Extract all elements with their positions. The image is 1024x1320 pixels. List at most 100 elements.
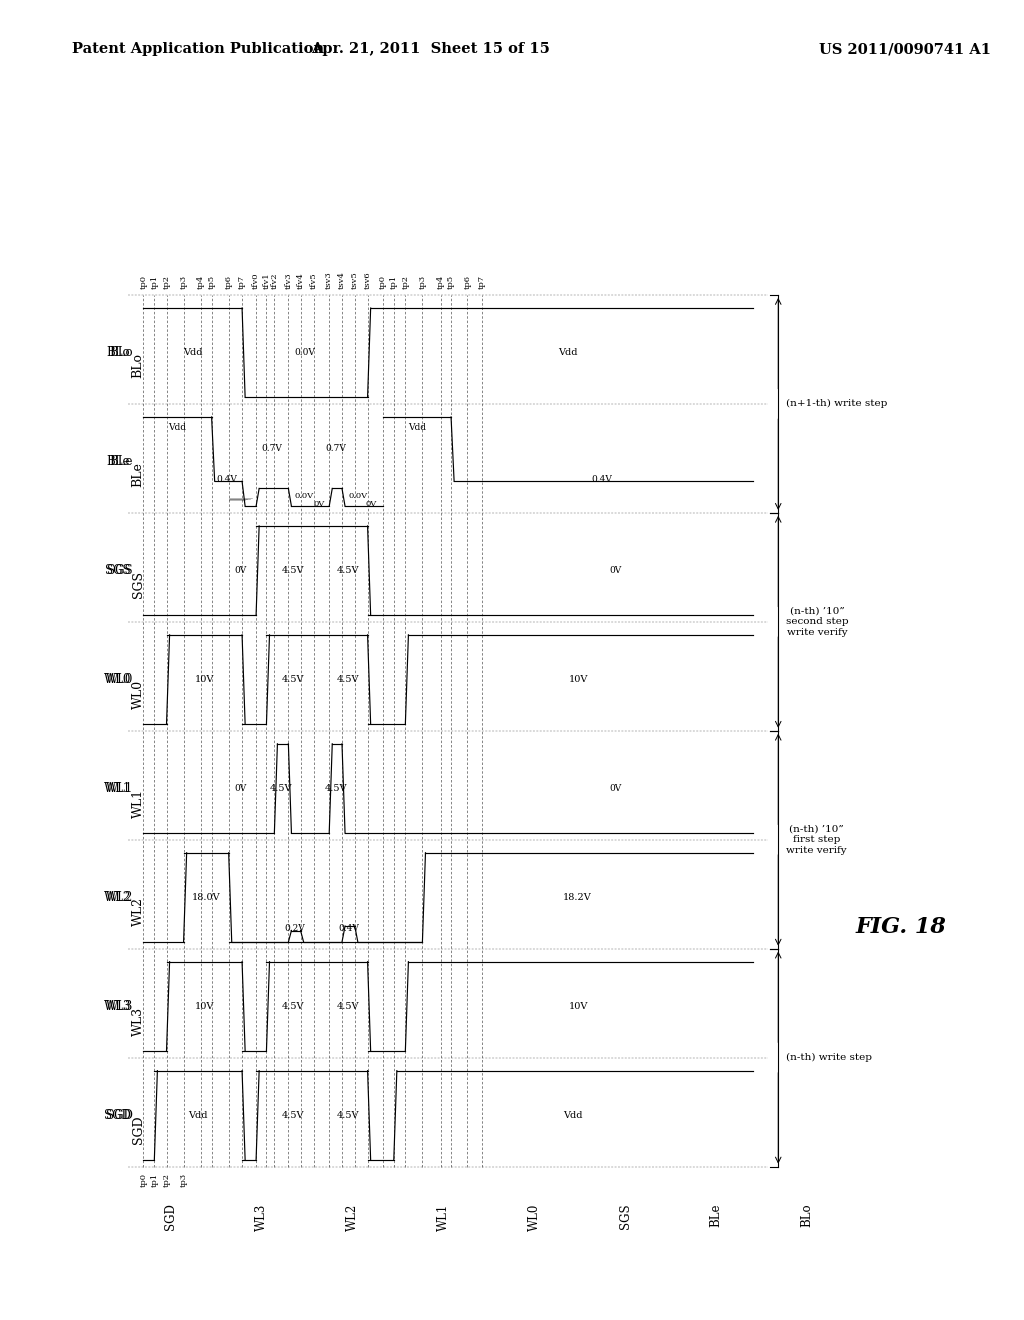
Text: 0.2V: 0.2V [284, 924, 305, 933]
Text: BLe: BLe [710, 1204, 723, 1226]
Text: BLo: BLo [105, 346, 130, 359]
Text: 0V: 0V [365, 500, 376, 508]
Text: BLe: BLe [106, 455, 129, 469]
Text: WL2: WL2 [132, 898, 144, 927]
Text: SGD: SGD [164, 1204, 177, 1230]
Text: 4.5V: 4.5V [337, 675, 359, 684]
Text: 10V: 10V [195, 1002, 214, 1011]
Text: 0.7V: 0.7V [262, 444, 283, 453]
Text: Patent Application Publication: Patent Application Publication [72, 42, 324, 57]
Text: Vdd: Vdd [183, 348, 203, 358]
Text: tsv3: tsv3 [326, 271, 333, 289]
Text: tp5: tp5 [447, 275, 455, 289]
Text: US 2011/0090741 A1: US 2011/0090741 A1 [819, 42, 991, 57]
Text: tfv1: tfv1 [262, 272, 270, 289]
Text: WL1: WL1 [104, 781, 131, 795]
Text: tp6: tp6 [224, 275, 232, 289]
Text: Vdd: Vdd [408, 424, 426, 432]
Text: BLo: BLo [132, 352, 144, 378]
Text: SGD: SGD [104, 1109, 131, 1122]
Text: tp0: tp0 [139, 1172, 147, 1187]
Text: SGS: SGS [104, 564, 131, 577]
Text: Vdd: Vdd [169, 424, 186, 432]
Text: WL0: WL0 [132, 680, 144, 709]
Text: (n-th) write step: (n-th) write step [786, 1053, 872, 1063]
Text: 0.0V: 0.0V [348, 491, 368, 499]
Text: tsv5: tsv5 [351, 271, 358, 289]
Text: WL0: WL0 [105, 673, 133, 686]
Text: 4.5V: 4.5V [337, 566, 359, 576]
Text: FIG. 18: FIG. 18 [856, 916, 946, 939]
Text: tp1: tp1 [151, 275, 159, 289]
Text: SGD: SGD [132, 1115, 144, 1144]
Text: 0.4V: 0.4V [216, 475, 238, 484]
Text: SGS: SGS [108, 564, 133, 577]
Text: (n+1-th) write step: (n+1-th) write step [786, 400, 888, 408]
Text: WL2: WL2 [104, 891, 131, 904]
Text: tp7: tp7 [238, 275, 246, 289]
Text: 0.4V: 0.4V [338, 924, 358, 933]
Text: tp3: tp3 [179, 1172, 187, 1187]
Text: WL3: WL3 [104, 999, 131, 1012]
Text: tp2: tp2 [401, 275, 410, 289]
Text: WL1: WL1 [437, 1204, 450, 1230]
Text: tp4: tp4 [436, 275, 444, 289]
Text: 4.5V: 4.5V [337, 1111, 359, 1119]
Text: Vdd: Vdd [558, 348, 578, 358]
Text: WL0: WL0 [104, 673, 131, 686]
Text: tfv5: tfv5 [310, 272, 318, 289]
Text: 0V: 0V [234, 566, 247, 576]
Text: tp6: tp6 [464, 275, 471, 289]
Text: Apr. 21, 2011  Sheet 15 of 15: Apr. 21, 2011 Sheet 15 of 15 [310, 42, 550, 57]
Text: tp1: tp1 [390, 275, 397, 289]
Text: SGS: SGS [132, 570, 144, 598]
Text: WL3: WL3 [255, 1204, 268, 1230]
Text: tfv0: tfv0 [252, 272, 260, 289]
Text: WL3: WL3 [132, 1006, 144, 1035]
Text: tp1: tp1 [151, 1172, 159, 1187]
Text: 4.5V: 4.5V [282, 1002, 304, 1011]
Text: (n-th) ’10”
second step
write verify: (n-th) ’10” second step write verify [786, 607, 849, 636]
Text: 4.5V: 4.5V [337, 1002, 359, 1011]
Text: BLo: BLo [801, 1204, 813, 1228]
Text: 4.5V: 4.5V [270, 784, 293, 793]
Text: tp3: tp3 [179, 275, 187, 289]
Text: WL2: WL2 [105, 891, 133, 904]
Text: tfv4: tfv4 [297, 272, 304, 289]
Text: SGD: SGD [106, 1109, 133, 1122]
Text: 18.2V: 18.2V [563, 892, 592, 902]
Text: tfv3: tfv3 [285, 272, 293, 289]
Text: WL3: WL3 [105, 999, 133, 1012]
Text: 0.7V: 0.7V [326, 444, 346, 453]
Text: tp7: tp7 [478, 275, 486, 289]
Text: 0V: 0V [609, 566, 622, 576]
Text: 0.0V: 0.0V [294, 491, 313, 499]
Text: WL0: WL0 [527, 1204, 541, 1230]
Text: tp0: tp0 [379, 275, 387, 289]
Text: 4.5V: 4.5V [282, 566, 304, 576]
Text: tsv4: tsv4 [338, 271, 346, 289]
Text: 0V: 0V [234, 784, 247, 793]
Text: 4.5V: 4.5V [325, 784, 347, 793]
Text: BLe: BLe [110, 455, 133, 469]
Text: 4.5V: 4.5V [282, 1111, 304, 1119]
Text: 0.0V: 0.0V [294, 348, 315, 358]
Text: WL1: WL1 [105, 781, 133, 795]
Text: 18.0V: 18.0V [191, 892, 220, 902]
Text: WL1: WL1 [132, 788, 144, 817]
Text: tp2: tp2 [163, 275, 171, 289]
Text: SGS: SGS [618, 1204, 632, 1229]
Text: tp4: tp4 [198, 275, 205, 289]
Text: Vdd: Vdd [188, 1111, 208, 1119]
Text: (n-th) ’10”
first step
write verify: (n-th) ’10” first step write verify [786, 825, 847, 854]
Text: 0.4V: 0.4V [592, 475, 612, 484]
Text: tfv2: tfv2 [270, 272, 279, 289]
Text: tp5: tp5 [208, 275, 216, 289]
Text: tp2: tp2 [163, 1172, 171, 1187]
Text: tsv6: tsv6 [364, 271, 372, 289]
Text: 4.5V: 4.5V [282, 675, 304, 684]
Text: 0V: 0V [313, 500, 325, 508]
Text: 10V: 10V [195, 675, 214, 684]
Text: Vdd: Vdd [563, 1111, 583, 1119]
Text: tp0: tp0 [139, 275, 147, 289]
